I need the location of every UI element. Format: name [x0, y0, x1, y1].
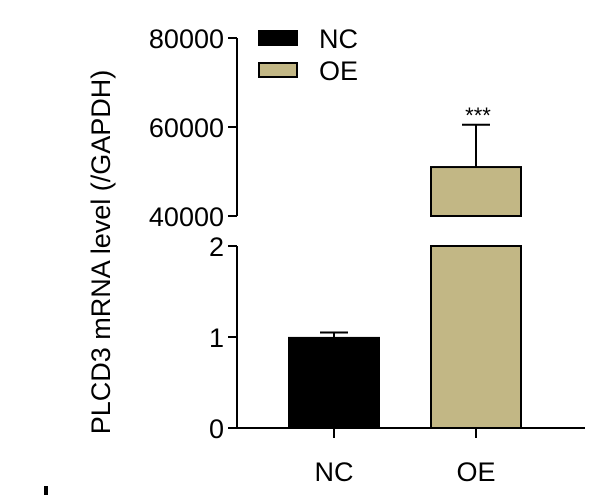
- bar: [430, 245, 522, 429]
- legend-swatch: [258, 62, 298, 78]
- bar: [288, 336, 380, 429]
- legend-swatch: [258, 30, 298, 46]
- y-tick-label: 2: [209, 232, 224, 262]
- significance-label: ***: [465, 103, 491, 128]
- x-tick-label: NC: [315, 457, 354, 487]
- y-tick-label: 0: [209, 414, 224, 444]
- legend-label: OE: [319, 56, 358, 86]
- edge-mark: [44, 486, 48, 495]
- y-tick-label: 80000: [149, 24, 224, 54]
- y-tick-label: 40000: [149, 202, 224, 232]
- y-tick-label: 1: [209, 323, 224, 353]
- y-axis-label: PLCD3 mRNA level (/GAPDH): [86, 70, 116, 435]
- legend-label: NC: [319, 24, 358, 54]
- x-tick-label: OE: [456, 457, 495, 487]
- bar: [430, 166, 522, 218]
- bars: [288, 123, 522, 429]
- y-tick-label: 60000: [149, 113, 224, 143]
